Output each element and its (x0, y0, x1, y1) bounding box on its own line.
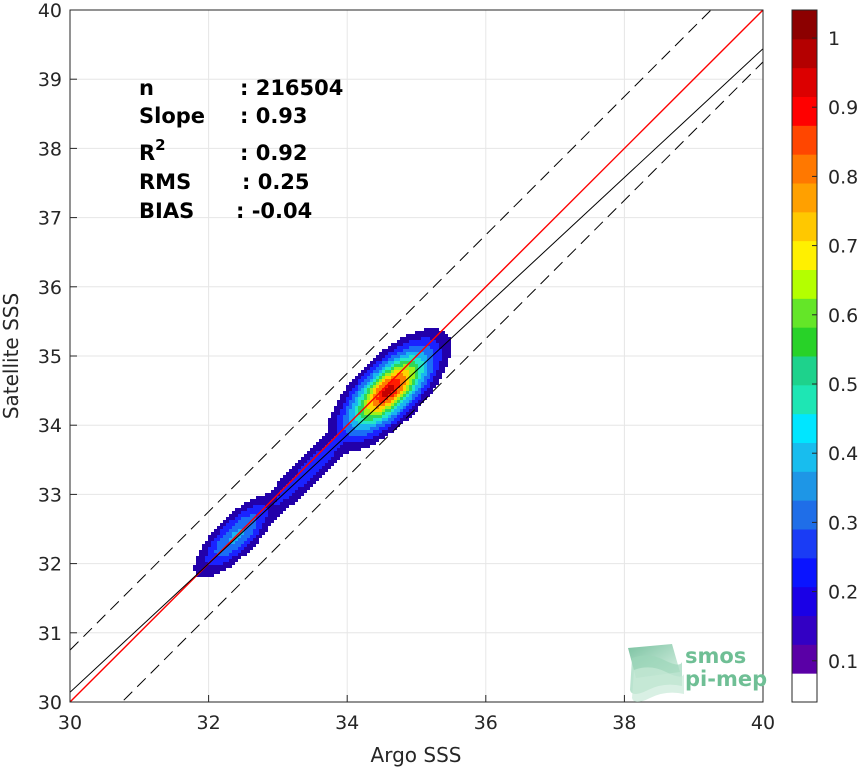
colorbar-segment (792, 356, 817, 386)
colorbar-segment (792, 471, 817, 501)
stat-r2-value: : 0.92 (240, 141, 308, 165)
x-tick-label: 32 (197, 712, 221, 734)
stat-r2-base: R (139, 141, 155, 165)
colorbar-segment (792, 327, 817, 357)
statistics-panel: n : 216504 Slope : 0.93 R2 : 0.92 RMS : … (139, 76, 343, 223)
x-axis-ticks: 30 32 34 36 38 40 (58, 695, 775, 734)
colorbar-tick-label: 0.8 (828, 166, 858, 188)
regression-line (70, 48, 763, 693)
stat-rms-value: : 0.25 (242, 170, 310, 194)
y-tick-label: 31 (38, 623, 62, 645)
colorbar-segment (792, 125, 817, 155)
stat-slope-value: : 0.93 (240, 104, 308, 128)
x-tick-label: 40 (751, 712, 775, 734)
colorbar-tick-label: 0.6 (828, 305, 858, 327)
colorbar-segment (792, 557, 817, 588)
colorbar-tick-label: 1 (828, 28, 840, 50)
stat-n-value: : 216504 (240, 76, 343, 100)
reference-lines (70, 10, 763, 702)
identity-line (70, 10, 763, 702)
colorbar-segment (792, 298, 817, 328)
y-tick-label: 33 (38, 484, 62, 506)
colorbar-tick-label: 0.2 (828, 582, 858, 604)
colorbar-tick-label: 0.1 (828, 651, 858, 673)
x-tick-label: 34 (335, 712, 359, 734)
colorbar-segment (792, 673, 817, 703)
stat-slope-label: Slope (139, 104, 205, 128)
y-axis-ticks: 30 31 32 33 34 35 36 37 38 39 40 (38, 0, 77, 714)
y-tick-label: 39 (38, 69, 62, 91)
colorbar-tick-label: 0.7 (828, 236, 858, 258)
colorbar-segment (792, 183, 817, 213)
colorbar-segment (792, 269, 817, 299)
colorbar-segment (792, 500, 817, 530)
y-tick-label: 36 (38, 277, 62, 299)
colorbar-tick-label: 0.3 (828, 512, 858, 534)
grid-lines (69, 9, 764, 703)
colorbar-segment (792, 154, 817, 184)
y-tick-label: 38 (38, 138, 62, 160)
logo-text-line2: pi-mep (685, 667, 767, 691)
colorbar-segment (792, 644, 817, 674)
stat-bias-value: : -0.04 (236, 199, 312, 223)
y-tick-label: 37 (38, 208, 62, 230)
x-tick-label: 36 (474, 712, 498, 734)
colorbar-segment (792, 615, 817, 645)
stat-r2-superscript: 2 (155, 136, 165, 154)
y-tick-label: 40 (38, 0, 62, 22)
stacked-waves-icon (628, 644, 684, 702)
stat-n-label: n (139, 76, 154, 100)
colorbar-tick-label: 0.4 (828, 443, 858, 465)
colorbar-segment (792, 240, 817, 270)
y-tick-label: 35 (38, 346, 62, 368)
colorbar-segment (792, 96, 817, 126)
colorbar-segment (792, 10, 817, 40)
colorbar-tick-label: 0.5 (828, 374, 858, 396)
smos-pi-mep-logo: smos pi-mep (628, 644, 767, 702)
upper-bound-line (70, 10, 712, 651)
lower-bound-line (121, 61, 763, 702)
x-axis-title: Argo SSS (371, 743, 462, 767)
colorbar-frame (791, 9, 818, 703)
colorbar-segment (792, 384, 817, 415)
y-tick-label: 34 (38, 415, 62, 437)
logo-text-line1: smos (685, 644, 746, 668)
colorbar-segment (792, 67, 817, 97)
colorbar-segment (792, 586, 817, 616)
colorbar-tick-label: 0.9 (828, 97, 858, 119)
stat-r2-label: R2 (139, 136, 166, 165)
y-tick-label: 30 (38, 692, 62, 714)
y-tick-label: 32 (38, 554, 62, 576)
stat-bias-label: BIAS (139, 199, 194, 223)
colorbar-segment (792, 38, 817, 69)
stat-rms-label: RMS (139, 170, 191, 194)
colorbar: 0.1 0.2 0.3 0.4 0.5 0.6 0.7 0.8 0.9 1 (791, 9, 858, 703)
colorbar-segment (792, 211, 817, 242)
x-tick-label: 30 (58, 712, 82, 734)
x-tick-label: 38 (612, 712, 636, 734)
colorbar-segment (792, 413, 817, 443)
colorbar-segment (792, 529, 817, 559)
y-axis-title: Satellite SSS (0, 293, 23, 419)
colorbar-segment (792, 442, 817, 472)
